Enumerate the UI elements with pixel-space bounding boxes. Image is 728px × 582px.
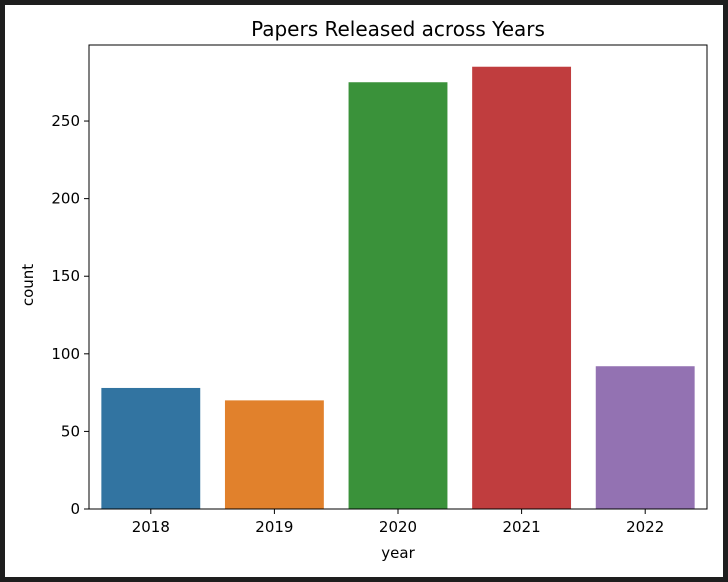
plot-frame: [88, 44, 708, 510]
x-tick-label: 2018: [132, 518, 170, 536]
y-tick-label: 50: [61, 422, 80, 440]
bar-2021: [472, 66, 572, 509]
bar-2018: [101, 387, 201, 509]
chart-figure: Papers Released across Years 0 50 100 150 20…: [5, 5, 723, 577]
bar-2019: [224, 400, 324, 509]
x-axis-label: year: [381, 544, 415, 562]
x-tick-label: 2021: [503, 518, 541, 536]
y-tick-label: 100: [51, 345, 80, 363]
x-axis-ticks: 2018 2019 2020 2021 2022: [132, 509, 664, 536]
y-tick-label: 0: [70, 500, 80, 518]
x-tick-label: 2020: [379, 518, 417, 536]
bar-chart: Papers Released across Years 0 50 100 150 20…: [19, 17, 708, 562]
bar-2020: [348, 82, 448, 510]
y-tick-label: 150: [51, 267, 80, 285]
y-axis-label: count: [19, 264, 37, 306]
chart-title: Papers Released across Years: [251, 17, 545, 41]
x-tick-label: 2019: [255, 518, 293, 536]
y-tick-label: 250: [51, 112, 80, 130]
bar-2022: [595, 366, 695, 509]
y-tick-label: 200: [51, 190, 80, 208]
y-axis-ticks: 0 50 100 150 200 250: [51, 112, 89, 518]
x-tick-label: 2022: [626, 518, 664, 536]
bars-group: [101, 66, 695, 510]
